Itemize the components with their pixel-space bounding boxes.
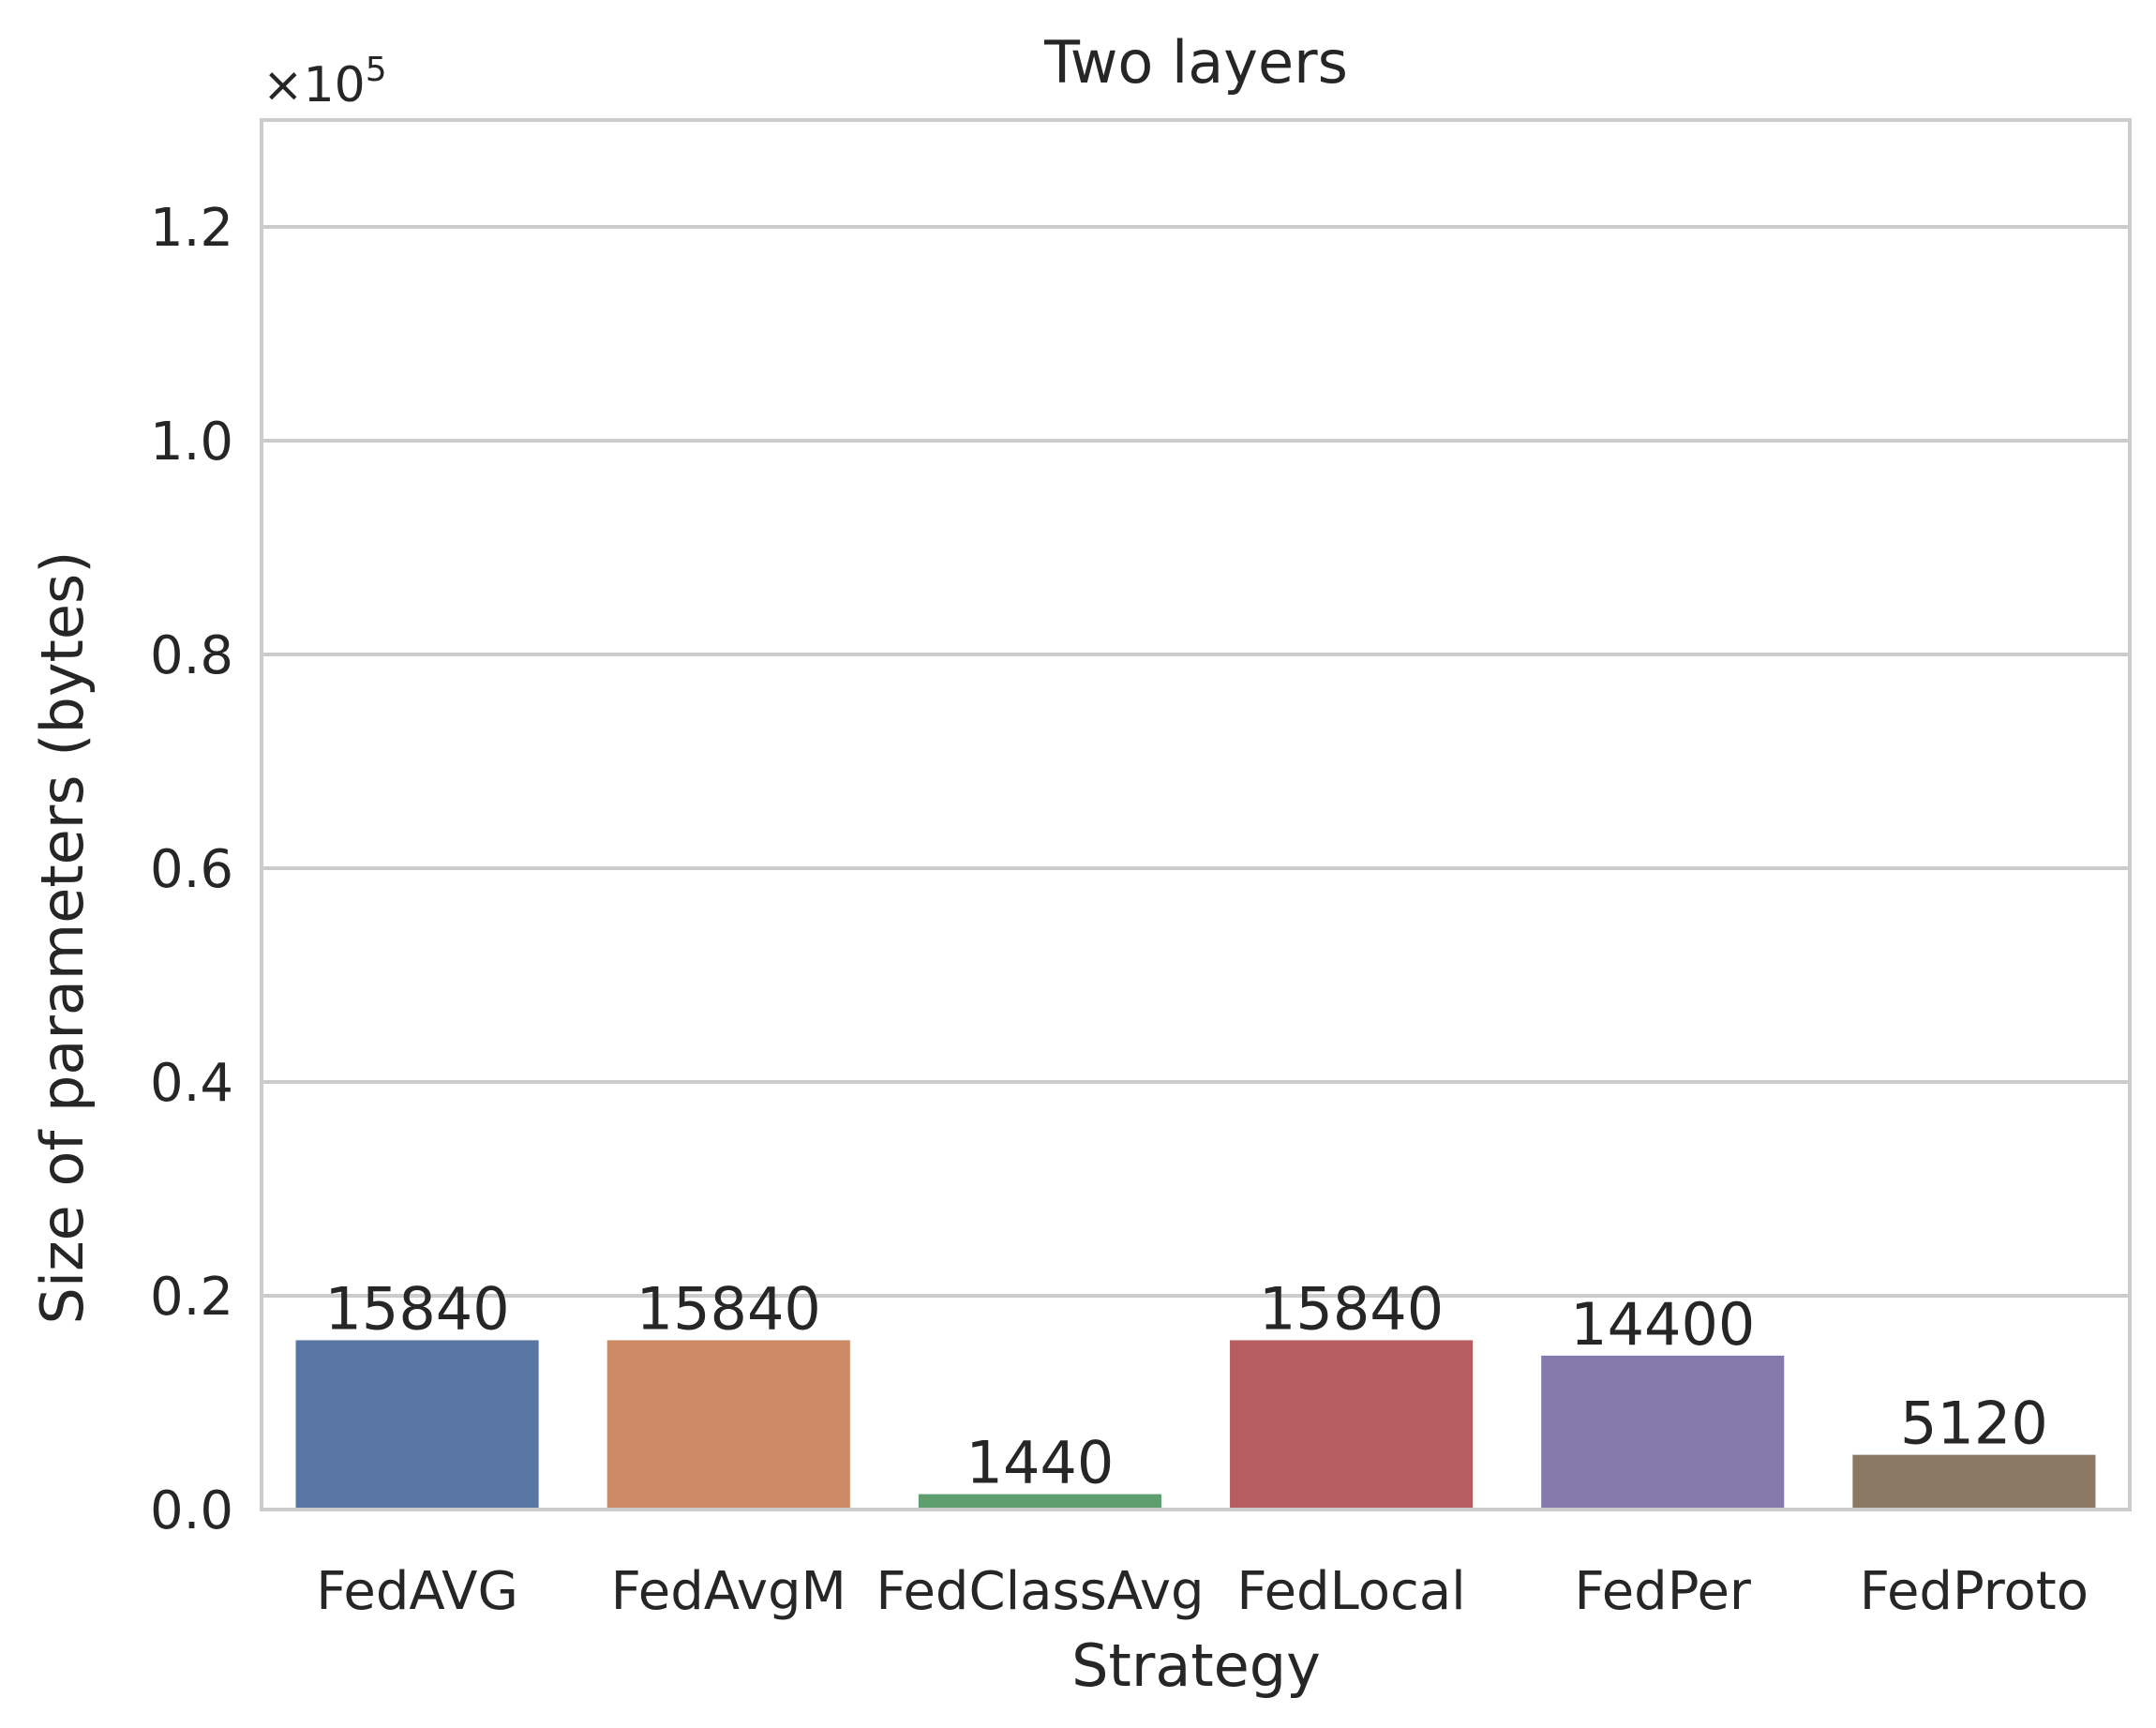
y-tick-labels: 0.0 0.2 0.4 0.6 0.8 1.0 1.2	[150, 198, 233, 1541]
y-tick-label: 0.8	[150, 625, 233, 686]
bar-fedavg	[295, 1340, 539, 1510]
bar-fedproto	[1852, 1454, 2096, 1510]
y-axis-label: Size of parameters (bytes)	[28, 551, 97, 1325]
x-tick-label: FedClassAvg	[876, 1561, 1204, 1622]
bar-value-label: 5120	[1900, 1390, 2048, 1458]
x-tick-label: FedPer	[1575, 1561, 1752, 1622]
bar-value-label: 1440	[966, 1429, 1115, 1497]
bar-value-label: 14400	[1570, 1290, 1755, 1359]
y-tick-label: 0.4	[150, 1053, 233, 1114]
bar-fedper	[1541, 1355, 1785, 1510]
y-tick-label: 1.0	[150, 412, 233, 473]
y-scale-offset: ×105	[262, 51, 387, 113]
plot-frame	[260, 118, 2132, 1511]
x-tick-label: FedAvgM	[611, 1561, 846, 1622]
x-axis-label: Strategy	[1071, 1631, 1321, 1700]
bar-value-label: 15840	[636, 1274, 821, 1343]
y-tick-label: 0.0	[150, 1480, 233, 1541]
y-scale-offset-base: ×10	[262, 57, 366, 113]
bar-value-label: 15840	[324, 1274, 509, 1343]
chart-title: Two layers	[1043, 28, 1348, 97]
x-tick-labels: FedAVG FedAvgM FedClassAvg FedLocal FedPer Fe…	[316, 1561, 2089, 1622]
x-tick-label: FedProto	[1860, 1561, 2089, 1622]
bar-fedlocal	[1230, 1340, 1474, 1510]
y-tick-label: 1.2	[150, 198, 233, 259]
bar-fedavgm	[606, 1340, 850, 1510]
bar-fedclassavg	[918, 1494, 1161, 1510]
bar-series	[295, 1340, 2096, 1510]
bar-value-label: 15840	[1259, 1274, 1444, 1343]
x-tick-label: FedAVG	[316, 1561, 518, 1622]
x-tick-label: FedLocal	[1236, 1561, 1465, 1622]
y-tick-label: 0.6	[150, 839, 233, 900]
y-scale-offset-exponent: 5	[366, 51, 387, 89]
bar-value-labels: 15840 15840 1440 15840 14400 5120	[324, 1274, 2047, 1496]
y-gridlines	[262, 225, 2130, 1298]
y-tick-label: 0.2	[150, 1267, 233, 1328]
